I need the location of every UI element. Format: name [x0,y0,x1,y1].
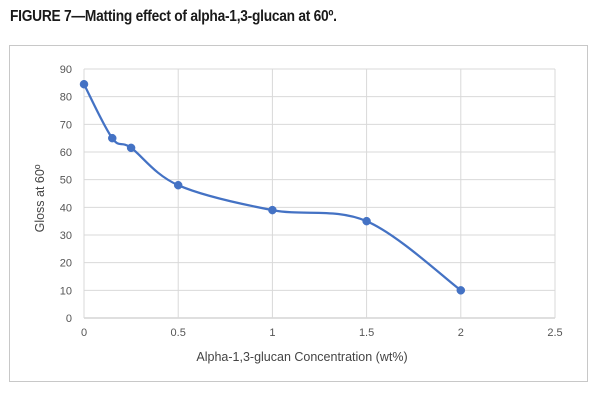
gridlines [83,68,556,319]
data-point [126,143,136,153]
y-tick-label: 60 [60,147,72,159]
data-point [173,180,183,190]
y-axis-title: Gloss at 60º [33,164,47,232]
chart-frame: 0 10 20 30 40 50 60 70 80 90 0 0.5 1 1.5 2 2.5 Gloss a… [9,45,588,382]
x-tick-label: 2 [458,327,464,339]
x-tick-label: 1 [269,327,275,339]
data-point [456,286,466,295]
x-tick-label: 1.5 [359,327,374,339]
y-tick-label: 40 [60,202,72,214]
x-tick-label: 2.5 [547,327,562,339]
data-point [362,216,371,226]
y-tick-label: 70 [60,119,72,131]
y-tick-label: 10 [60,285,72,297]
y-tick-label: 20 [60,258,72,270]
figure-title: FIGURE 7—Matting effect of alpha-1,3-glu… [10,8,337,25]
x-axis-title: Alpha-1,3-glucan Concentration (wt%) [196,350,407,364]
data-point [108,133,117,143]
x-tick-label: 0.5 [171,327,186,339]
x-tick-label: 0 [81,327,87,339]
y-tick-label: 0 [66,313,72,325]
data-points [79,79,466,295]
x-axis-ticks: 0 0.5 1 1.5 2 2.5 [81,327,563,339]
data-point [79,79,89,89]
y-tick-label: 80 [60,92,72,104]
y-tick-label: 30 [60,230,72,242]
gloss-line-chart: 0 10 20 30 40 50 60 70 80 90 0 0.5 1 1.5 2 2.5 Gloss a… [33,64,563,364]
y-axis-ticks: 0 10 20 30 40 50 60 70 80 90 [60,64,72,325]
y-tick-label: 50 [60,175,72,187]
y-tick-label: 90 [60,64,72,76]
data-point [268,205,277,215]
